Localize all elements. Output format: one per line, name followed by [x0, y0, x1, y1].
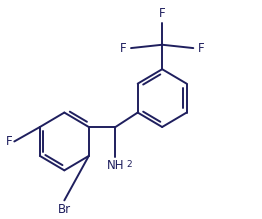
- Text: 2: 2: [127, 160, 132, 169]
- Text: F: F: [198, 42, 204, 55]
- Text: F: F: [120, 42, 127, 55]
- Text: NH: NH: [107, 159, 124, 172]
- Text: F: F: [159, 7, 166, 20]
- Text: Br: Br: [58, 203, 71, 215]
- Text: F: F: [6, 135, 12, 148]
